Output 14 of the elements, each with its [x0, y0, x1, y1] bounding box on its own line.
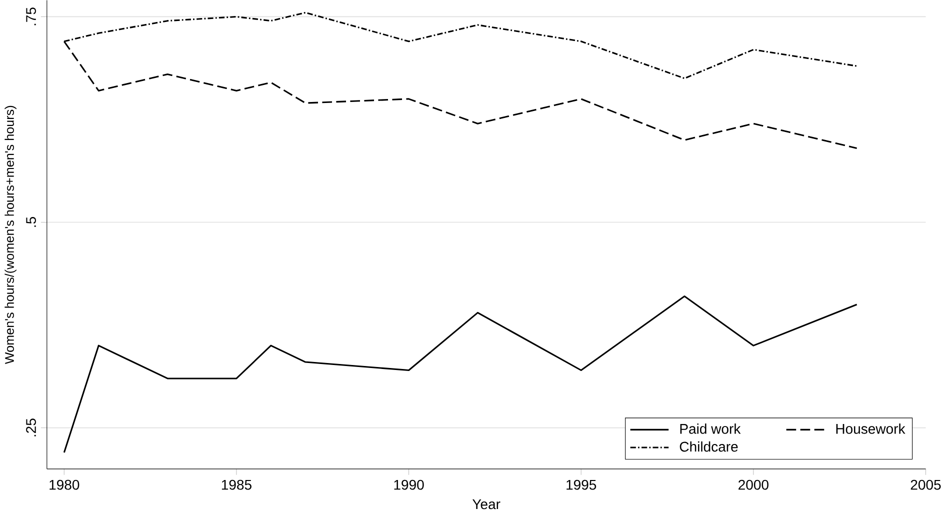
x-tick-label: 1985: [222, 480, 252, 490]
legend-label: Paid work: [680, 424, 741, 434]
y-tick-label: .25: [26, 418, 36, 436]
x-axis-title: Year: [472, 499, 500, 510]
legend-label: Housework: [836, 424, 906, 434]
x-tick-label: 1980: [50, 480, 80, 490]
y-tick-label: .5: [26, 217, 36, 227]
x-tick-label: 1990: [394, 480, 424, 490]
x-tick-label: 2000: [738, 480, 768, 490]
x-tick-label: 1995: [566, 480, 596, 490]
y-axis-title: Women's hours/(women's hours+men's hours): [4, 106, 16, 364]
y-tick-label: .75: [26, 8, 36, 26]
legend-label: Childcare: [680, 441, 738, 452]
x-tick-label: 2005: [910, 480, 941, 490]
